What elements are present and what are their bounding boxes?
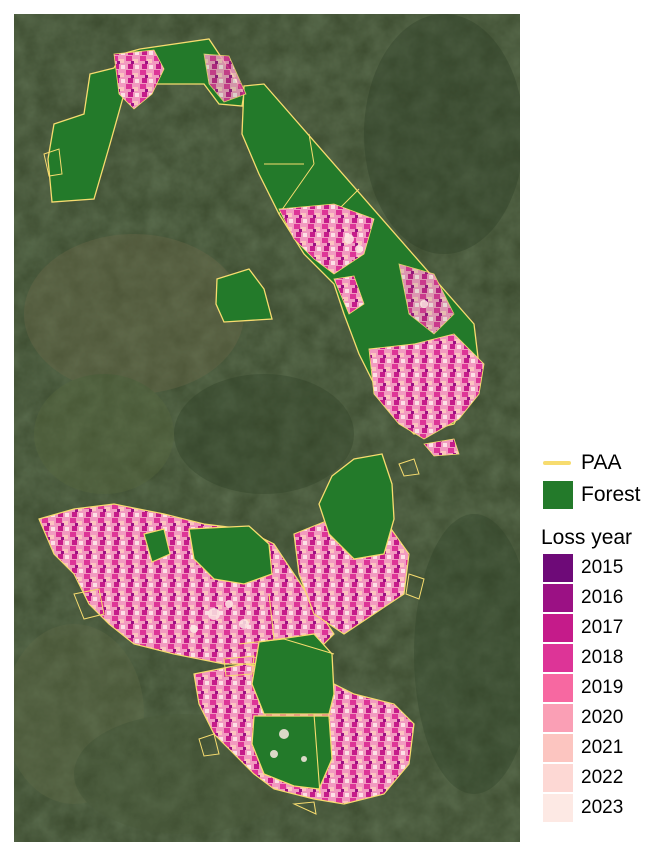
year-color-swatch	[543, 614, 573, 642]
forest-polygon-south-middle	[251, 633, 335, 715]
legend-year-row: 2023	[541, 794, 659, 824]
legend-year-row: 2016	[541, 584, 659, 614]
legend-forest-row: Forest	[541, 480, 659, 510]
forest-polygon-south-small-west	[143, 528, 171, 563]
year-color-swatch	[543, 764, 573, 792]
north-paa-block	[43, 38, 485, 457]
legend-year-row: 2018	[541, 644, 659, 674]
map-legend: PAA Forest Loss year 2015 2016 2017 2018 201…	[541, 448, 659, 824]
legend-year-row: 2015	[541, 554, 659, 584]
year-label: 2019	[581, 677, 624, 698]
year-color-swatch	[543, 794, 573, 822]
year-color-swatch	[543, 554, 573, 582]
year-label: 2017	[581, 617, 624, 638]
year-label: 2020	[581, 707, 624, 728]
legend-loss-title: Loss year	[541, 526, 633, 549]
year-color-swatch	[543, 674, 573, 702]
year-label: 2018	[581, 647, 624, 668]
year-label: 2023	[581, 797, 624, 818]
forest-polygon-south-bottom	[251, 715, 333, 790]
forest-swatch	[543, 481, 573, 509]
year-color-swatch	[543, 734, 573, 762]
paa-outline-fragments	[73, 458, 425, 815]
legend-paa-row: PAA	[541, 448, 659, 478]
legend-forest-label: Forest	[581, 483, 641, 506]
loss-year-list: 2015 2016 2017 2018 2019 2020 2021 2022 2023	[541, 554, 659, 824]
year-color-swatch	[543, 644, 573, 672]
legend-paa-label: PAA	[581, 451, 622, 474]
year-label: 2016	[581, 587, 624, 608]
south-paa-block	[38, 234, 428, 815]
year-label: 2015	[581, 557, 624, 578]
year-color-swatch	[543, 704, 573, 732]
legend-year-row: 2021	[541, 734, 659, 764]
forest-polygon-south-center	[188, 525, 273, 585]
legend-year-row: 2020	[541, 704, 659, 734]
year-color-swatch	[543, 584, 573, 612]
legend-year-row: 2017	[541, 614, 659, 644]
year-label: 2022	[581, 767, 624, 788]
forest-polygon-south-north	[318, 453, 395, 560]
legend-year-row: 2022	[541, 764, 659, 794]
legend-year-row: 2019	[541, 674, 659, 704]
paa-line-swatch	[543, 461, 571, 465]
recent-loss-speckles	[190, 234, 428, 762]
satellite-map	[14, 14, 520, 842]
terrain-patches	[14, 14, 520, 834]
year-label: 2021	[581, 737, 624, 758]
forest-polygon-isolated	[215, 268, 273, 323]
north-loss-patches	[43, 49, 485, 457]
